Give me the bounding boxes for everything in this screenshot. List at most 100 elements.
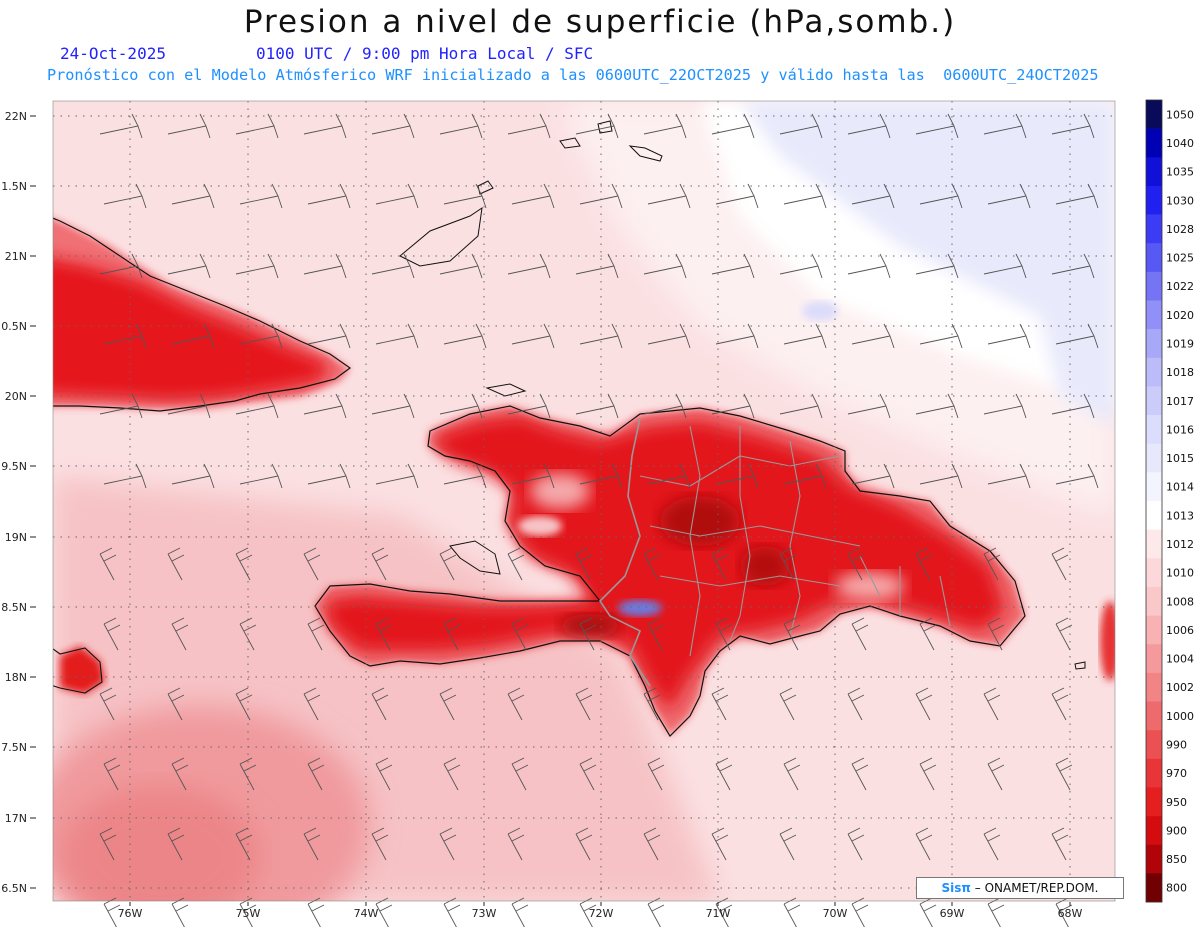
wind-barb — [511, 463, 555, 489]
wind-barb — [919, 183, 963, 209]
wind-barb — [575, 253, 619, 279]
colorbar-label: 970 — [1166, 767, 1187, 780]
wind-barb — [715, 757, 733, 791]
wind-barb — [779, 253, 823, 279]
wind-barb — [99, 827, 117, 861]
colorbar-swatch — [1146, 501, 1162, 530]
wind-barb — [715, 617, 733, 651]
lat-label: 9.5N — [1, 460, 27, 473]
wind-barb — [579, 183, 623, 209]
lon-label: 72W — [589, 907, 614, 920]
wind-barb — [167, 113, 211, 139]
wind-barb — [1051, 113, 1095, 139]
wind-barb — [647, 463, 691, 489]
colorbar-label: 800 — [1166, 882, 1187, 895]
lat-label: 1.5N — [1, 180, 27, 193]
wind-barb — [779, 113, 823, 139]
wind-barb — [1051, 827, 1069, 861]
colorbar-label: 1012 — [1166, 538, 1194, 551]
wind-barb — [171, 323, 215, 349]
wind-barb — [919, 323, 963, 349]
wind-barb — [99, 687, 117, 721]
wind-barb — [443, 323, 487, 349]
colorbar-label: 1035 — [1166, 166, 1194, 179]
wind-barb — [443, 617, 461, 651]
wind-barb — [579, 617, 597, 651]
colorbar-label: 1016 — [1166, 423, 1194, 436]
high-pressure-spot — [802, 301, 838, 321]
wind-barb — [443, 757, 461, 791]
lat-label: 17N — [5, 812, 27, 825]
wind-barb — [307, 183, 351, 209]
wind-barb — [847, 547, 865, 581]
colorbar-swatch — [1146, 357, 1162, 387]
wind-barb — [511, 757, 529, 791]
wind-barb — [643, 687, 661, 721]
wind-barb — [647, 183, 691, 209]
wind-barb — [167, 253, 211, 279]
colorbar-swatch — [1146, 157, 1162, 187]
wind-barb — [307, 323, 351, 349]
latitude-labels: 22N 1.5N 21N 0.5N 20N 9.5N 19N 8.5N 18N 7.5N 17N 6.… — [1, 110, 36, 895]
wind-barb — [171, 897, 189, 927]
wind-barb — [375, 617, 393, 651]
wind-barb — [983, 547, 1001, 581]
forecast-date: 24-Oct-2025 — [60, 44, 166, 63]
jamaica-landmass — [53, 646, 105, 694]
high-pressure-region — [740, 101, 1115, 426]
colorbar-label: 990 — [1166, 738, 1187, 751]
lon-label: 70W — [823, 907, 848, 920]
wind-barb — [643, 827, 661, 861]
wind-barb — [1055, 617, 1073, 651]
wind-barb — [711, 253, 755, 279]
wind-barb — [575, 687, 593, 721]
wind-barb — [371, 827, 389, 861]
pressure-map: 22N 1.5N 21N 0.5N 20N 9.5N 19N 8.5N 18N 7.5N 17N 6.… — [1, 99, 1194, 927]
wind-barb — [847, 393, 891, 419]
wind-barb — [987, 897, 1005, 927]
wind-barb — [507, 253, 551, 279]
colorbar-swatch — [1146, 300, 1162, 330]
lat-label: 8.5N — [1, 601, 27, 614]
colorbar-label: 1004 — [1166, 653, 1194, 666]
wind-barb — [439, 827, 457, 861]
wind-barb — [915, 547, 933, 581]
wind-barb — [1055, 463, 1099, 489]
wind-barb — [99, 547, 117, 581]
wind-barb — [167, 393, 211, 419]
wind-barb — [847, 827, 865, 861]
colorbar-label: 950 — [1166, 796, 1187, 809]
wind-barb — [1055, 183, 1099, 209]
wind-barb — [783, 183, 827, 209]
wind-barb — [439, 393, 483, 419]
wind-barb — [919, 757, 937, 791]
wind-barb — [987, 617, 1005, 651]
wind-barb — [1055, 323, 1099, 349]
colorbar-label: 1010 — [1166, 567, 1194, 580]
wind-barb — [643, 393, 687, 419]
colorbar-swatch — [1146, 844, 1162, 874]
lon-label: 71W — [706, 907, 731, 920]
colorbar-label: 1050 — [1166, 108, 1194, 121]
lat-label: 19N — [5, 531, 27, 544]
lon-label: 68W — [1058, 907, 1083, 920]
colorbar-swatch — [1146, 329, 1162, 359]
wind-barb — [711, 827, 729, 861]
wind-barb — [715, 323, 759, 349]
wind-barb — [371, 687, 389, 721]
wind-barb — [783, 757, 801, 791]
colorbar-swatch — [1146, 529, 1162, 559]
low-pressure-inner — [60, 786, 260, 901]
colorbar-label: 1019 — [1166, 337, 1194, 350]
wind-barb — [171, 463, 215, 489]
colorbar-swatch — [1146, 472, 1162, 502]
wind-barb — [99, 253, 143, 279]
colorbar-label: 1020 — [1166, 309, 1194, 322]
wind-barb — [847, 113, 891, 139]
colorbar-swatch — [1146, 758, 1162, 788]
colorbar-label: 1015 — [1166, 452, 1194, 465]
cuba-landmass — [53, 217, 352, 412]
wind-barb — [103, 617, 121, 651]
wind-barb — [851, 757, 869, 791]
lon-label: 75W — [236, 907, 261, 920]
